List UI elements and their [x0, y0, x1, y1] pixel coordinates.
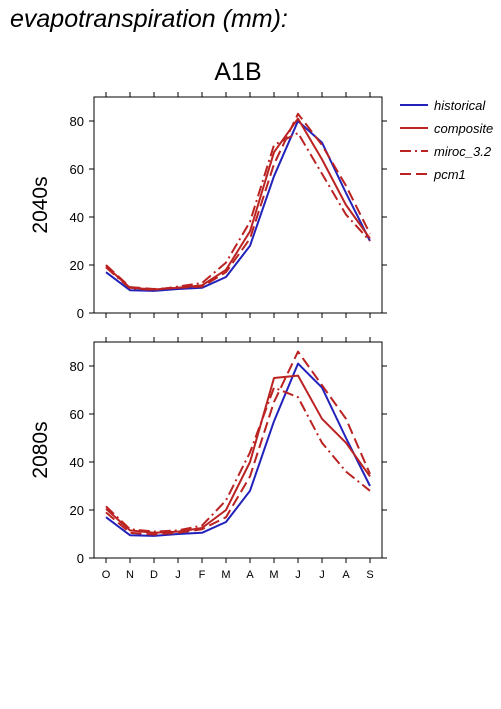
x-tick-label: J — [175, 569, 181, 581]
plot-frame — [93, 96, 383, 314]
y-tick-label: 40 — [70, 210, 84, 225]
x-tick-label: A — [246, 569, 254, 581]
y-tick-label: 0 — [77, 306, 84, 321]
figure-title: evapotranspiration (mm): — [10, 5, 288, 33]
y-tick-label: 40 — [70, 455, 84, 470]
chart-legend: historical composite miroc_3.2 pcm1 — [400, 98, 493, 182]
x-tick-label: D — [150, 569, 158, 581]
x-tick-label: A — [342, 569, 350, 581]
chart-panels: 0 20 40 60 80 2040s 0 20 40 60 80 O N D J F M A M J J A S 2080s — [29, 92, 387, 581]
x-tick-label: M — [221, 569, 230, 581]
legend-label-historical: historical — [434, 98, 486, 113]
panel-label: 2040s — [29, 176, 52, 233]
y-tick-label: 80 — [70, 359, 84, 374]
y-tick-label: 0 — [77, 551, 84, 566]
series-line-composite — [105, 117, 371, 291]
panel-2040s: 0 20 40 60 80 2040s — [29, 92, 387, 321]
panel-label: 2080s — [29, 421, 52, 478]
legend-label-pcm1: pcm1 — [433, 167, 466, 182]
series-line-composite — [105, 374, 371, 534]
series-line-historical — [105, 120, 371, 292]
panel-2080s: 0 20 40 60 80 O N D J F M A M J J A S 2080s — [29, 337, 387, 581]
y-tick-label: 20 — [70, 258, 84, 273]
x-tick-label: J — [319, 569, 325, 581]
legend-label-composite: composite — [434, 121, 493, 136]
y-tick-label: 60 — [70, 407, 84, 422]
x-tick-label: J — [295, 569, 301, 581]
y-tick-label: 60 — [70, 162, 84, 177]
y-tick-label: 20 — [70, 503, 84, 518]
x-tick-label: N — [126, 569, 134, 581]
x-tick-label: O — [102, 569, 111, 581]
plot-frame — [93, 341, 383, 559]
series-line-pcm1 — [105, 350, 371, 536]
x-tick-label: S — [366, 569, 373, 581]
y-tick-label: 80 — [70, 114, 84, 129]
series-line-miroc_3.2 — [105, 132, 371, 291]
series-line-pcm1 — [105, 112, 371, 290]
series-line-historical — [105, 362, 371, 537]
x-tick-label: F — [199, 569, 206, 581]
x-tick-label: M — [269, 569, 278, 581]
legend-label-miroc_3.2: miroc_3.2 — [434, 144, 492, 159]
series-line-miroc_3.2 — [105, 386, 371, 533]
scenario-label: A1B — [214, 58, 261, 86]
